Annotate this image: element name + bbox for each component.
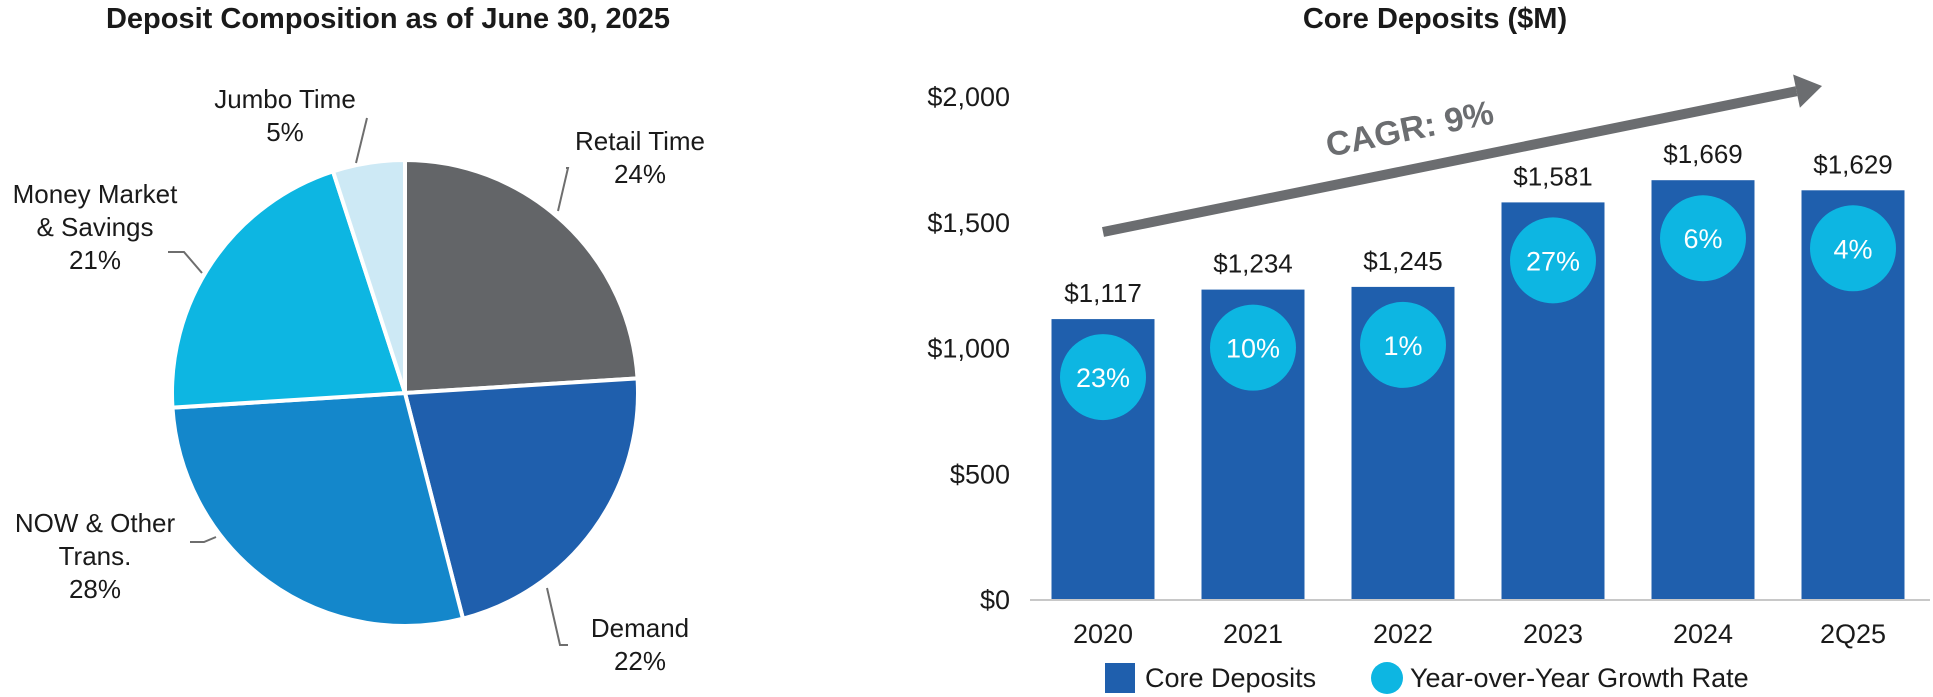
growth-rate-marker (1810, 205, 1896, 292)
y-tick-label: $2,000 (927, 82, 1010, 112)
bar-value-label: $1,629 (1813, 149, 1893, 179)
bar-value-label: $1,581 (1513, 161, 1593, 191)
pie-label-money-market-savings: & Savings (36, 212, 153, 242)
y-tick-label: $500 (950, 459, 1010, 489)
y-tick-label: $1,500 (927, 208, 1010, 238)
growth-rate-label: 1% (1383, 331, 1422, 361)
pie-label-money-market-savings: Money Market (13, 179, 178, 209)
pie-percent-demand: 22% (614, 646, 666, 676)
pie-slice-money-market-savings (170, 169, 407, 410)
growth-rate-marker (1660, 195, 1746, 282)
bar-value-label: $1,117 (1064, 278, 1142, 308)
x-tick-label: 2023 (1523, 619, 1583, 649)
pie-label-retail-time: Retail Time (575, 126, 705, 156)
leader-line-retail-time (557, 167, 570, 212)
growth-rate-label: 10% (1226, 334, 1280, 364)
x-tick-label: 2022 (1373, 619, 1433, 649)
pie-label-demand: Demand (591, 613, 689, 643)
growth-rate-marker (1060, 334, 1146, 421)
pie-label-now-other-trans: Trans. (59, 541, 132, 571)
growth-rate-marker (1510, 217, 1596, 304)
pie-percent-jumbo-time: 5% (266, 117, 304, 147)
bar-chart-title: Core Deposits ($M) (1303, 3, 1567, 35)
x-tick-label: 2021 (1223, 619, 1283, 649)
pie-slice-jumbo-time (331, 158, 407, 395)
pie-slice-retail-time (403, 158, 640, 395)
growth-rate-marker (1210, 304, 1296, 391)
leader-line-jumbo-time (355, 117, 368, 164)
y-tick-label: $0 (980, 585, 1010, 615)
x-tick-label: 2020 (1073, 619, 1133, 649)
leader-line-demand (546, 587, 568, 646)
pie-percent-now-other-trans: 28% (69, 574, 121, 604)
legend-label: Core Deposits (1145, 663, 1316, 693)
pie-label-jumbo-time: Jumbo Time (214, 84, 356, 114)
y-tick-label: $1,000 (927, 334, 1010, 364)
x-tick-label: 2Q25 (1820, 619, 1886, 649)
legend-label: Year-over-Year Growth Rate (1410, 663, 1749, 693)
bar-value-label: $1,234 (1213, 249, 1293, 279)
pie-percent-money-market-savings: 21% (69, 245, 121, 275)
legend-marker-core-deposits (1105, 663, 1135, 693)
pie-slice-demand (403, 376, 640, 621)
legend-marker-growth-rate (1371, 662, 1403, 694)
cagr-arrow-head (1793, 74, 1822, 108)
bar-chart: $0 $500 $1,000 $1,500 $2,000 $1,117 23% 2020 $1,… (927, 74, 1930, 694)
bar-value-label: $1,245 (1363, 246, 1443, 276)
pie-chart-title: Deposit Composition as of June 30, 2025 (106, 3, 670, 35)
pie-slice-now-other-trans (170, 391, 465, 628)
growth-rate-label: 4% (1833, 234, 1872, 264)
pie-label-now-other-trans: NOW & Other (15, 508, 176, 538)
leader-line-now-other-trans (190, 536, 217, 543)
bar-value-label: $1,669 (1663, 139, 1743, 169)
pie-percent-retail-time: 24% (614, 159, 666, 189)
cagr-arrow-shaft (1102, 86, 1798, 237)
growth-rate-marker (1360, 301, 1446, 388)
leader-line-money-market-savings (168, 251, 203, 274)
x-tick-label: 2024 (1673, 619, 1733, 649)
growth-rate-label: 23% (1076, 363, 1130, 393)
growth-rate-label: 6% (1683, 224, 1722, 254)
growth-rate-label: 27% (1526, 246, 1580, 276)
